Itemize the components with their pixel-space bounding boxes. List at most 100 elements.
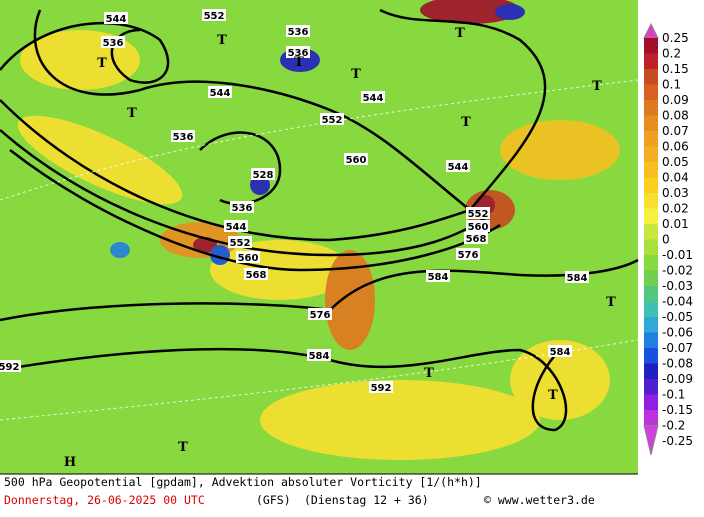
colorbar-label: 0.07 xyxy=(662,124,689,138)
colorbar-swatch xyxy=(644,131,658,147)
colorbar-swatch xyxy=(644,363,658,379)
contour-label-bg xyxy=(228,236,252,248)
colorbar-swatch xyxy=(644,379,658,395)
colorbar-label: 0.1 xyxy=(662,78,681,92)
contour-label-bg xyxy=(344,153,368,165)
pressure-marker: T xyxy=(548,388,558,403)
contour-label: 544 xyxy=(210,88,231,99)
pressure-marker: T xyxy=(461,115,471,130)
colorbar-cap xyxy=(643,425,659,456)
colorbar-swatch xyxy=(644,100,658,116)
pressure-marker: T xyxy=(351,67,361,82)
colorbar-swatch xyxy=(644,239,658,255)
contour-label-bg xyxy=(202,9,226,21)
colorbar-swatch xyxy=(644,115,658,131)
footer-model: (GFS) xyxy=(256,493,291,507)
contour-label: 552 xyxy=(204,11,225,22)
colorbar-label: 0.04 xyxy=(662,171,689,185)
pressure-marker: T xyxy=(217,33,227,48)
colorbar-swatch xyxy=(644,208,658,224)
contour-label: 544 xyxy=(106,14,127,25)
contour-label: 560 xyxy=(238,253,259,264)
colorbar-label: 0.09 xyxy=(662,93,689,107)
colorbar-label: 0.15 xyxy=(662,62,689,76)
contour-label: 560 xyxy=(346,155,367,166)
contour-label-bg xyxy=(104,12,128,24)
contour-label: 584 xyxy=(550,347,571,358)
colorbar-label: 0.03 xyxy=(662,186,689,200)
contour-label: 536 xyxy=(288,48,309,59)
contour-label: 552 xyxy=(230,238,251,249)
colorbar-swatch xyxy=(644,255,658,271)
pressure-marker: T xyxy=(424,366,434,381)
colorbar-label: -0.2 xyxy=(662,419,685,433)
contour-label: 536 xyxy=(173,132,194,143)
contour-label-bg xyxy=(361,91,385,103)
colorbar-label: -0.03 xyxy=(662,279,693,293)
pressure-marker: T xyxy=(455,26,465,41)
pressure-marker: T xyxy=(97,56,107,71)
footer-run: (Dienstag 12 + 36) xyxy=(304,493,429,507)
contour-label: 576 xyxy=(458,250,479,261)
contour-label: 592 xyxy=(0,362,19,373)
pressure-marker: T xyxy=(606,295,616,310)
contour-label-bg xyxy=(236,251,260,263)
colorbar-label: 0.02 xyxy=(662,202,689,216)
colorbar-label: 0.06 xyxy=(662,140,689,154)
colorbar-swatch xyxy=(644,301,658,317)
contour-label-bg xyxy=(426,270,450,282)
contour-label: 536 xyxy=(232,203,253,214)
colorbar-swatch xyxy=(644,84,658,100)
colorbar: 0.250.20.150.10.090.080.070.060.050.040.… xyxy=(643,22,693,456)
footer-date: Donnerstag, 26-06-2025 00 UTC xyxy=(4,493,205,507)
contour-label: 544 xyxy=(226,222,247,233)
contour-label-bg xyxy=(565,271,589,283)
contour-label: 568 xyxy=(466,234,487,245)
colorbar-label: 0.2 xyxy=(662,47,681,61)
colorbar-swatch xyxy=(644,270,658,286)
colorbar-swatch xyxy=(644,410,658,426)
markers: T T T T T T T T T T T T H xyxy=(64,26,616,470)
contour-label: 584 xyxy=(309,351,330,362)
colorbar-label: -0.02 xyxy=(662,264,693,278)
contour-label-bg xyxy=(230,201,254,213)
colorbar-swatch xyxy=(644,193,658,209)
pressure-marker: T xyxy=(127,106,137,121)
contour-label-bg xyxy=(171,130,195,142)
colorbar-label: -0.1 xyxy=(662,388,685,402)
contour-label: 544 xyxy=(363,93,384,104)
colorbar-label: -0.08 xyxy=(662,357,693,371)
contour-label: 552 xyxy=(322,115,343,126)
contour-label: 576 xyxy=(310,310,331,321)
colorbar-label: 0.01 xyxy=(662,217,689,231)
contour-label-bg xyxy=(308,308,332,320)
contour-label: 568 xyxy=(246,270,267,281)
map: 544 552 536 536 536 544 552 544 536 528 536 544 552 5… xyxy=(0,0,639,474)
contour-label-bg xyxy=(466,220,490,232)
contour-label-bg xyxy=(466,207,490,219)
colorbar-swatch xyxy=(644,69,658,85)
colorbar-label: 0 xyxy=(662,233,670,247)
colorbar-swatch xyxy=(644,53,658,69)
colorbar-swatch xyxy=(644,146,658,162)
colorbar-label: 0.08 xyxy=(662,109,689,123)
contour-label: 544 xyxy=(448,162,469,173)
colorbar-swatch xyxy=(644,286,658,302)
contour-labels: 544 552 536 536 536 544 552 544 536 528 536 544 552 5… xyxy=(0,9,589,394)
colorbar-label: -0.05 xyxy=(662,310,693,324)
contour-label-bg xyxy=(224,220,248,232)
colorbar-label: -0.06 xyxy=(662,326,693,340)
contour-label-bg xyxy=(548,345,572,357)
contour-label-bg xyxy=(251,168,275,180)
colorbar-label: -0.01 xyxy=(662,248,693,262)
contour-label-bg xyxy=(464,232,488,244)
footer-title: 500 hPa Geopotential [gpdam], Advektion … xyxy=(4,475,482,489)
colorbar-swatch xyxy=(644,348,658,364)
contour-label: 552 xyxy=(468,209,489,220)
footer-credit: © www.wetter3.de xyxy=(484,493,595,507)
colorbar-label: -0.15 xyxy=(662,403,693,417)
pressure-marker: T xyxy=(178,440,188,455)
colorbar-swatch xyxy=(644,317,658,333)
colorbar-cap xyxy=(643,22,659,39)
